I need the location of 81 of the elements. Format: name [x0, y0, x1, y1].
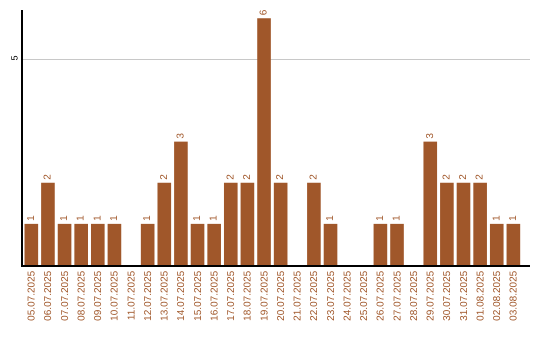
x-tick-label: 13.07.2025 [160, 270, 171, 321]
x-tick-label: 17.07.2025 [226, 270, 238, 321]
bar [157, 182, 172, 265]
x-tick-label: 25.07.2025 [359, 270, 370, 321]
x-tick-label: 23.07.2025 [326, 270, 337, 321]
bar [41, 182, 55, 265]
x-tick-label: 24.07.2025 [342, 270, 354, 321]
x-tick-label: 02.08.2025 [492, 270, 503, 321]
data-label: 2 [275, 174, 286, 180]
bar [440, 182, 454, 265]
x-tick-label: 06.07.2025 [43, 270, 54, 321]
bar [456, 182, 470, 265]
bar [374, 224, 388, 265]
data-label: 1 [26, 214, 37, 221]
data-label: 1 [508, 214, 519, 221]
x-tick-label: 07.07.2025 [60, 270, 71, 321]
data-label: 1 [325, 214, 336, 221]
data-label: 2 [474, 174, 486, 180]
data-label: 1 [108, 214, 120, 221]
bar [307, 182, 321, 265]
x-tick-label: 16.07.2025 [209, 270, 220, 321]
bar [423, 142, 438, 265]
data-label: 1 [92, 214, 104, 221]
x-tick-label: 22.07.2025 [309, 270, 320, 321]
x-tick-label: 19.07.2025 [259, 270, 270, 321]
bar [274, 182, 288, 265]
bar [207, 224, 221, 265]
x-tick-label: 15.07.2025 [192, 270, 204, 321]
x-tick-label: 29.07.2025 [426, 270, 437, 321]
bar [506, 224, 520, 265]
x-tick-label: 21.07.2025 [292, 270, 304, 321]
x-tick-label: 14.07.2025 [176, 270, 188, 321]
bar [90, 224, 105, 265]
data-label: 2 [242, 174, 253, 180]
data-label: 1 [208, 214, 220, 221]
x-tick-label: 03.08.2025 [508, 270, 520, 321]
data-label: 1 [76, 214, 87, 221]
x-tick-label: 26.07.2025 [376, 270, 387, 321]
bar [108, 224, 122, 265]
bar [24, 224, 38, 265]
bar [140, 224, 154, 265]
x-tick-label: 20.07.2025 [276, 270, 287, 321]
x-tick-label: 18.07.2025 [242, 270, 254, 321]
x-tick-label: 05.07.2025 [26, 270, 38, 321]
bar [240, 182, 254, 265]
data-label: 1 [374, 214, 386, 221]
bar [473, 182, 487, 265]
data-label: 1 [59, 214, 70, 221]
x-tick-label: 27.07.2025 [392, 270, 404, 321]
x-tick-label: 12.07.2025 [142, 270, 154, 321]
x-tick-label: 01.08.2025 [475, 270, 486, 321]
data-label: 1 [392, 214, 403, 221]
y-tick-label: 5 [10, 55, 20, 61]
data-label: 2 [225, 174, 236, 180]
bar [74, 224, 88, 265]
bar [224, 182, 238, 265]
x-tick-label: 08.07.2025 [76, 270, 88, 321]
data-label: 2 [441, 174, 452, 180]
data-label: 2 [458, 174, 470, 180]
bar [324, 224, 338, 265]
data-label: 1 [491, 214, 502, 221]
data-label: 1 [142, 214, 154, 221]
x-tick-label: 11.07.2025 [126, 270, 138, 320]
x-tick-label: 31.07.2025 [458, 270, 470, 321]
bar [390, 224, 404, 265]
x-tick-label: 09.07.2025 [93, 270, 104, 321]
bar [190, 224, 204, 265]
data-label: 2 [158, 174, 170, 180]
bar [257, 18, 271, 265]
data-label: 3 [175, 132, 186, 139]
x-tick-label: 30.07.2025 [442, 270, 454, 321]
data-label: 3 [424, 132, 436, 139]
bar [174, 142, 188, 265]
bar [490, 224, 504, 265]
x-tick-label: 10.07.2025 [110, 270, 121, 321]
x-tick-label: 28.07.2025 [408, 270, 420, 321]
data-label: 1 [192, 214, 204, 221]
data-label: 6 [258, 9, 270, 16]
bar [58, 224, 72, 265]
data-label: 2 [308, 174, 320, 180]
data-label: 2 [42, 174, 54, 180]
